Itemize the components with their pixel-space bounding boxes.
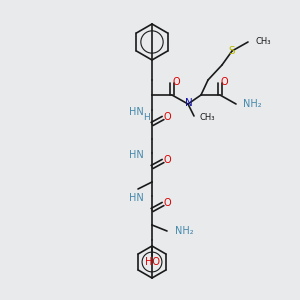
Text: HO: HO bbox=[145, 257, 160, 267]
Text: O: O bbox=[220, 77, 228, 87]
Text: O: O bbox=[163, 155, 171, 165]
Text: HN: HN bbox=[129, 193, 144, 203]
Text: NH₂: NH₂ bbox=[175, 226, 194, 236]
Text: NH₂: NH₂ bbox=[243, 99, 262, 109]
Text: O: O bbox=[163, 198, 171, 208]
Text: S: S bbox=[229, 46, 235, 56]
Text: H: H bbox=[144, 113, 150, 122]
Text: HN: HN bbox=[129, 107, 144, 117]
Text: O: O bbox=[163, 112, 171, 122]
Text: HN: HN bbox=[129, 150, 144, 160]
Text: CH₃: CH₃ bbox=[200, 113, 215, 122]
Text: O: O bbox=[172, 77, 180, 87]
Text: N: N bbox=[185, 98, 193, 108]
Text: CH₃: CH₃ bbox=[256, 37, 272, 46]
